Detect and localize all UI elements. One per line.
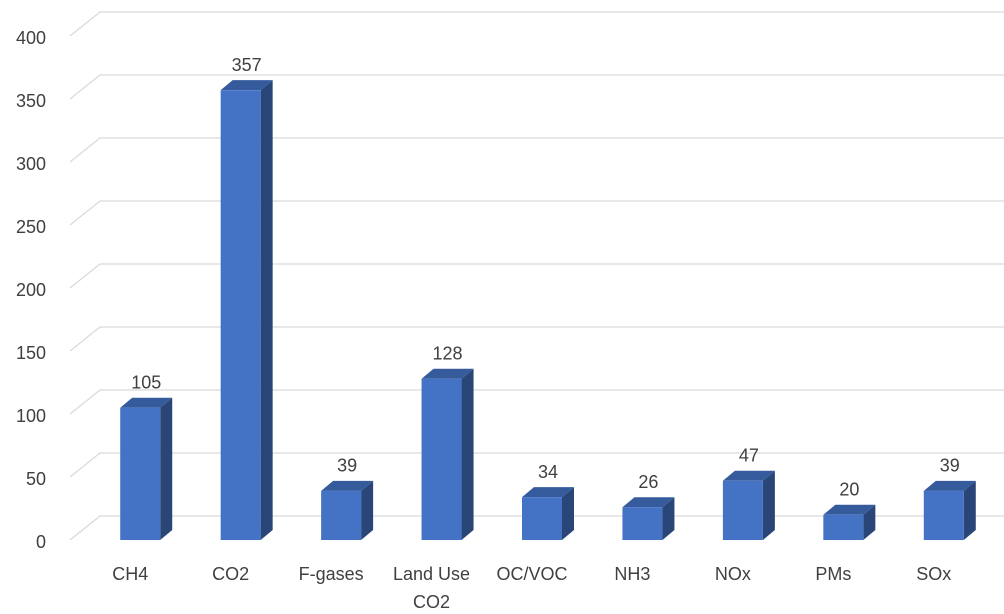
- bar-side: [160, 397, 173, 540]
- x-tick-label: NH3: [614, 564, 650, 584]
- bar-side: [461, 368, 474, 540]
- y-tick-label: 250: [16, 217, 46, 237]
- bar-side: [562, 487, 574, 540]
- bar-top: [220, 80, 273, 91]
- y-tick-label: 200: [16, 280, 46, 300]
- bar-top: [421, 368, 474, 379]
- data-label: 39: [940, 456, 960, 476]
- y-tick-label: 350: [16, 91, 46, 111]
- bar: [321, 480, 374, 540]
- bar-front: [522, 497, 562, 540]
- y-tick-label: 300: [16, 154, 46, 174]
- grid-line: [69, 200, 1004, 226]
- grid-line: [69, 326, 1004, 352]
- grid-line: [69, 11, 1004, 37]
- grid-line: [69, 74, 1004, 100]
- y-tick-label: 150: [16, 343, 46, 363]
- data-label: 39: [337, 456, 357, 476]
- bar: [120, 397, 173, 540]
- data-label: 47: [739, 446, 759, 466]
- bar-front: [321, 490, 362, 540]
- data-label: 34: [538, 462, 558, 482]
- grid-line: [69, 263, 1004, 289]
- x-tick-label: SOx: [916, 564, 951, 584]
- bar-front: [120, 407, 161, 540]
- x-tick-label: NOx: [715, 564, 751, 584]
- x-tick-label: CO2: [212, 564, 249, 584]
- y-tick-label: 0: [36, 532, 46, 552]
- bar-top: [722, 470, 775, 481]
- data-label: 20: [839, 480, 859, 500]
- grid-line: [69, 452, 1004, 478]
- data-label: 105: [131, 372, 161, 392]
- bar-top: [522, 487, 574, 498]
- data-label: 128: [433, 343, 463, 363]
- bar-top: [823, 504, 876, 515]
- data-label: 26: [638, 472, 658, 492]
- y-tick-label: 400: [16, 28, 46, 48]
- bar-top: [622, 497, 675, 508]
- floor-line: [69, 515, 101, 541]
- bar: [220, 80, 273, 541]
- x-tick-label: OC/VOC: [496, 564, 567, 584]
- bar: [722, 470, 775, 540]
- x-tick-line: CO2: [413, 592, 450, 612]
- x-tick-line: Land Use: [393, 564, 470, 584]
- bar-front: [823, 514, 864, 540]
- bar-front: [421, 378, 462, 540]
- bar-side: [863, 504, 876, 540]
- bar-front: [622, 507, 663, 540]
- bar: [522, 487, 574, 540]
- bar: [622, 497, 675, 540]
- x-tick-label: CH4: [112, 564, 148, 584]
- bar-side: [260, 80, 273, 541]
- y-tick-label: 100: [16, 406, 46, 426]
- bar-front: [722, 480, 763, 540]
- bar-side: [662, 497, 675, 540]
- bar-top: [923, 480, 976, 491]
- y-tick-label: 50: [26, 469, 46, 489]
- x-tick-label: F-gases: [299, 564, 364, 584]
- grid-line: [69, 389, 1004, 415]
- bar-top: [321, 480, 374, 491]
- grid-line: [69, 137, 1004, 163]
- data-label: 357: [232, 55, 262, 75]
- bar-side: [762, 470, 775, 540]
- bar: [823, 504, 876, 540]
- x-tick-label: Land Use CO2: [393, 564, 470, 612]
- x-tick-label: PMs: [815, 564, 851, 584]
- bar: [923, 480, 976, 540]
- bar: [421, 368, 474, 540]
- bar-side: [963, 480, 976, 540]
- bar-side: [361, 480, 374, 540]
- bar-front: [923, 490, 964, 540]
- bar-top: [120, 397, 173, 408]
- bar-front: [220, 90, 261, 541]
